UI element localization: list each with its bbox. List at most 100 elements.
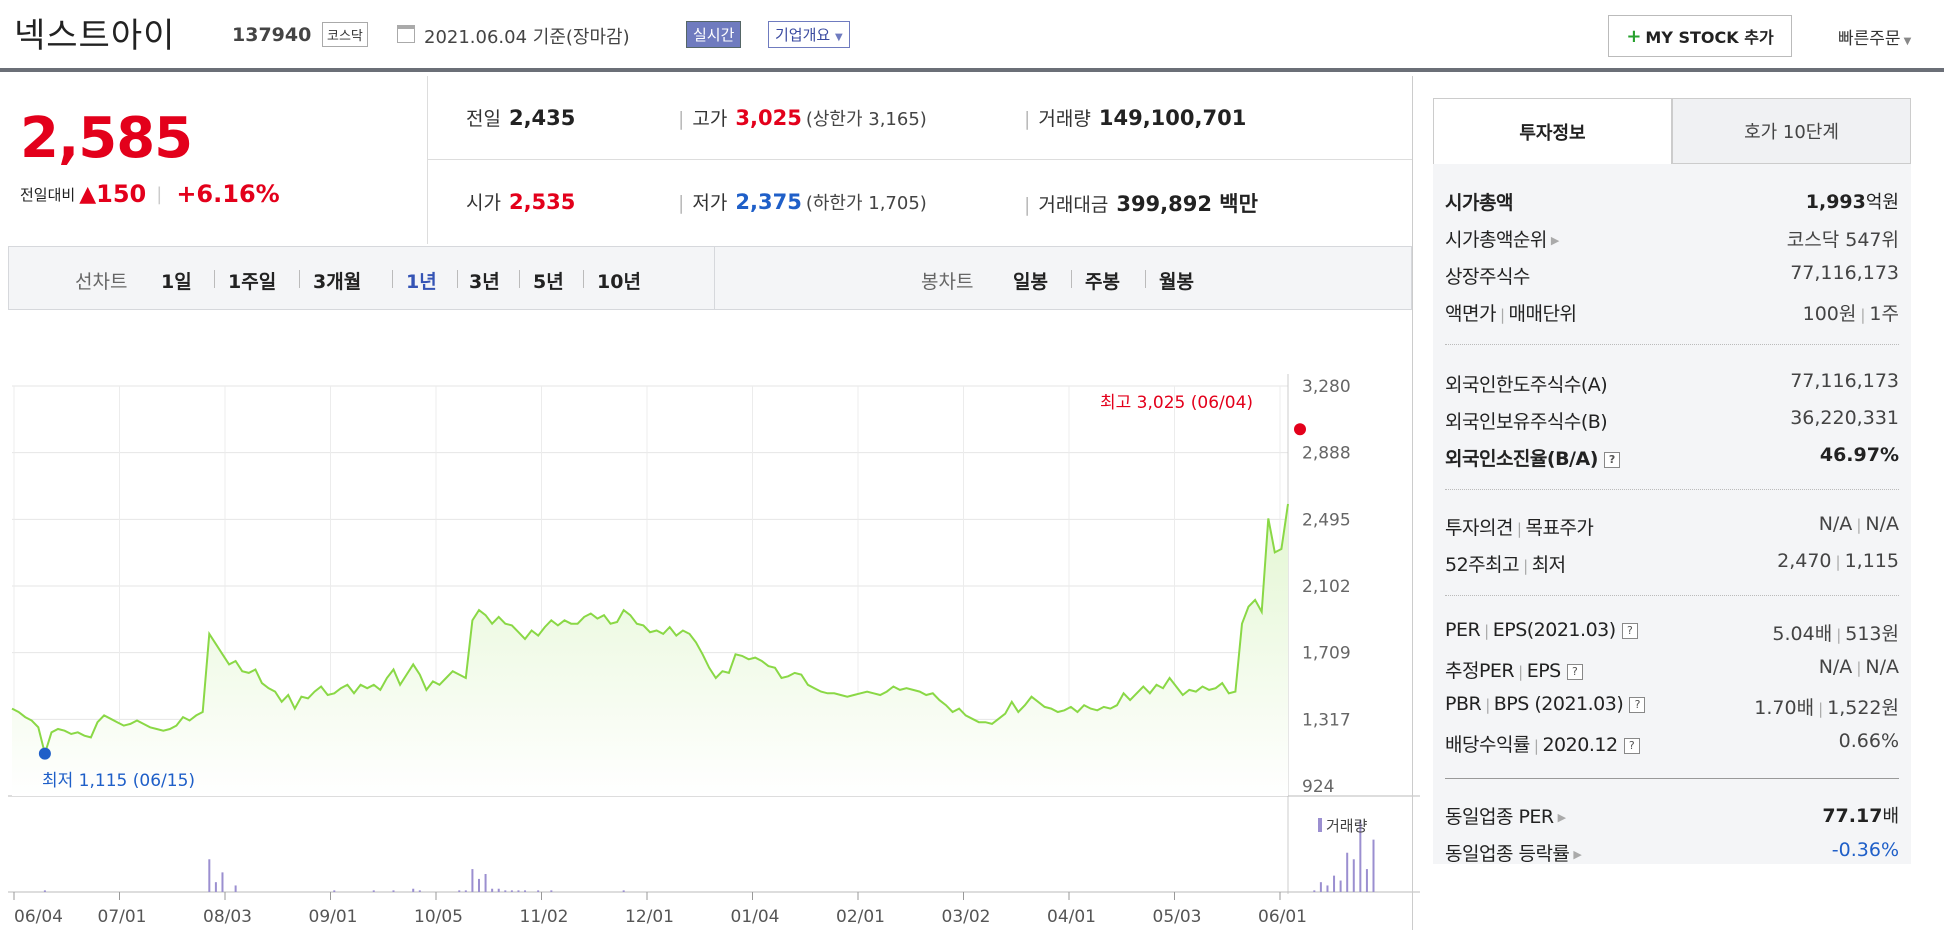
period-5y[interactable]: 5년: [533, 271, 564, 293]
divider: |: [678, 108, 685, 130]
stat-low-label: 저가: [692, 192, 728, 214]
stock-name: 넥스트아이: [14, 16, 176, 56]
row-sector-per[interactable]: 동일업종 PER ▶ 77.17배: [1445, 796, 1899, 834]
period-1y[interactable]: 1년: [406, 271, 437, 293]
divider: [519, 270, 520, 288]
volume-bar: [208, 859, 211, 892]
par-number: 100원: [1802, 303, 1857, 325]
period-3m[interactable]: 3개월: [313, 271, 362, 293]
quick-order-label: 빠른주문: [1838, 29, 1901, 49]
stat-low: | 저가 2,375 (하한가 1,705): [678, 188, 927, 215]
change-value: 150: [96, 180, 147, 208]
period-1w[interactable]: 1주일: [228, 271, 277, 293]
row-est-per: 추정PER | EPS? N/A | N/A: [1445, 650, 1899, 688]
help-icon[interactable]: ?: [1629, 697, 1646, 713]
market-cap-number: 1,993: [1805, 191, 1866, 213]
per-number: 5.04배: [1772, 623, 1833, 645]
volume-bar: [477, 878, 480, 892]
investment-info-list: 시가총액 1,993억원 시가총액순위 ▶ 코스닥 547위 상장주식수 77,1…: [1433, 164, 1911, 865]
w52-high-label: 52주최고: [1445, 554, 1520, 576]
divider: |: [1836, 626, 1842, 644]
help-icon[interactable]: ?: [1623, 738, 1640, 754]
candle-daily[interactable]: 일봉: [1013, 271, 1048, 293]
divider: |: [1499, 306, 1505, 324]
x-tick-label: 07/01: [98, 907, 147, 927]
help-icon[interactable]: ?: [1566, 664, 1583, 680]
row-dividend: 배당수익률 | 2020.12? 0.66%: [1445, 724, 1899, 762]
w52-key: 52주최고 | 최저: [1445, 550, 1566, 577]
stat-amount-value: 399,892 백만: [1116, 192, 1258, 216]
volume-bar: [1333, 875, 1336, 892]
divider: [299, 270, 300, 288]
divider: |: [1516, 520, 1522, 538]
est-eps-value: N/A: [1865, 656, 1899, 678]
est-per-key: 추정PER | EPS?: [1445, 656, 1583, 683]
divider: |: [1835, 553, 1841, 571]
stat-open: 시가 2,535: [466, 188, 575, 215]
price-line: [11, 503, 1289, 758]
divider: |: [678, 192, 685, 214]
divider: [457, 270, 458, 288]
tab-investment-info[interactable]: 투자정보: [1433, 98, 1672, 164]
candle-monthly[interactable]: 월봉: [1159, 271, 1194, 293]
realtime-button[interactable]: 실시간: [686, 21, 742, 48]
pbr-key: PBR | BPS (2021.03)?: [1445, 693, 1646, 715]
help-icon[interactable]: ?: [1603, 452, 1620, 468]
divider: [1445, 595, 1899, 596]
chevron-down-icon: ▼: [834, 32, 843, 43]
period-1d[interactable]: 1일: [161, 271, 192, 293]
opinion-label: 투자의견: [1445, 517, 1513, 539]
divider: |: [1485, 696, 1490, 714]
divider: |: [1518, 663, 1523, 681]
line-chart-periods: 선차트 1일 1주일 3개월 1년 3년 5년 10년: [9, 247, 715, 309]
volume-bar: [464, 890, 467, 892]
stat-low-value: 2,375: [735, 190, 802, 214]
sector-per-label: 동일업종 PER: [1445, 806, 1554, 828]
market-cap-unit: 억원: [1865, 192, 1899, 213]
my-stock-add-button[interactable]: + MY STOCK 추가: [1608, 15, 1792, 57]
row-sector-rate[interactable]: 동일업종 등락률 ▶ -0.36%: [1445, 833, 1899, 871]
y-tick-label: 1,317: [1302, 710, 1351, 730]
dividend-label: 배당수익률: [1445, 734, 1530, 756]
x-tick-label: 09/01: [309, 907, 358, 927]
price-chart[interactable]: 3,280 2,888 2,495 2,102 1,709 1,317 924 최고 3,02…: [8, 374, 1420, 930]
price-chart-svg: 3,280 2,888 2,495 2,102 1,709 1,317 924 최고 3,02…: [8, 374, 1420, 927]
volume-bar: [1313, 890, 1316, 892]
row-foreign-hold: 외국인보유주식수(B) 36,220,331: [1445, 401, 1899, 439]
volume-bar: [1319, 882, 1322, 892]
period-3y[interactable]: 3년: [469, 271, 500, 293]
volume-bar: [1346, 852, 1349, 892]
x-tick-label: 12/01: [625, 907, 674, 927]
divider: |: [1484, 622, 1489, 640]
volume-bar: [372, 890, 375, 892]
pbr-value: 1.70배 | 1,522원: [1754, 693, 1899, 720]
min-label: 최저 1,115 (06/15): [42, 771, 195, 791]
volume-bar: [524, 890, 527, 892]
company-info-dropdown[interactable]: 기업개요 ▼: [768, 21, 850, 48]
candle-weekly[interactable]: 주봉: [1085, 271, 1120, 293]
stat-amount: | 거래대금 399,892 백만: [1024, 188, 1258, 218]
row-market-cap: 시가총액 1,993억원: [1445, 182, 1899, 220]
tab-order-book[interactable]: 호가 10단계: [1672, 98, 1911, 164]
period-10y[interactable]: 10년: [597, 271, 641, 293]
row-cap-rank[interactable]: 시가총액순위 ▶ 코스닥 547위: [1445, 219, 1899, 257]
volume-bar: [418, 890, 421, 892]
target-value: N/A: [1865, 513, 1899, 535]
dividend-value: 0.66%: [1838, 730, 1899, 752]
foreign-limit-label: 외국인한도주식수(A): [1445, 374, 1608, 396]
sector-rate-label: 동일업종 등락률: [1445, 843, 1570, 865]
help-icon[interactable]: ?: [1621, 623, 1638, 639]
row-per: PER | EPS(2021.03)? 5.04배 | 513원: [1445, 613, 1899, 651]
change-percent: +6.16%: [176, 180, 280, 208]
company-info-label: 기업개요: [775, 26, 831, 44]
eps-value: 513원: [1845, 623, 1899, 645]
quick-order-dropdown[interactable]: 빠른주문 ▼: [1838, 24, 1911, 49]
chevron-down-icon: ▼: [1903, 36, 1912, 47]
est-per-label: 추정PER: [1445, 660, 1515, 682]
x-tick-label: 06/04: [14, 907, 63, 927]
up-triangle-icon: ▲: [79, 181, 97, 207]
divider: |: [1856, 659, 1862, 677]
sector-per-unit: 배: [1882, 806, 1899, 827]
volume-bar: [458, 890, 461, 892]
bps-value: 1,522원: [1827, 697, 1899, 719]
